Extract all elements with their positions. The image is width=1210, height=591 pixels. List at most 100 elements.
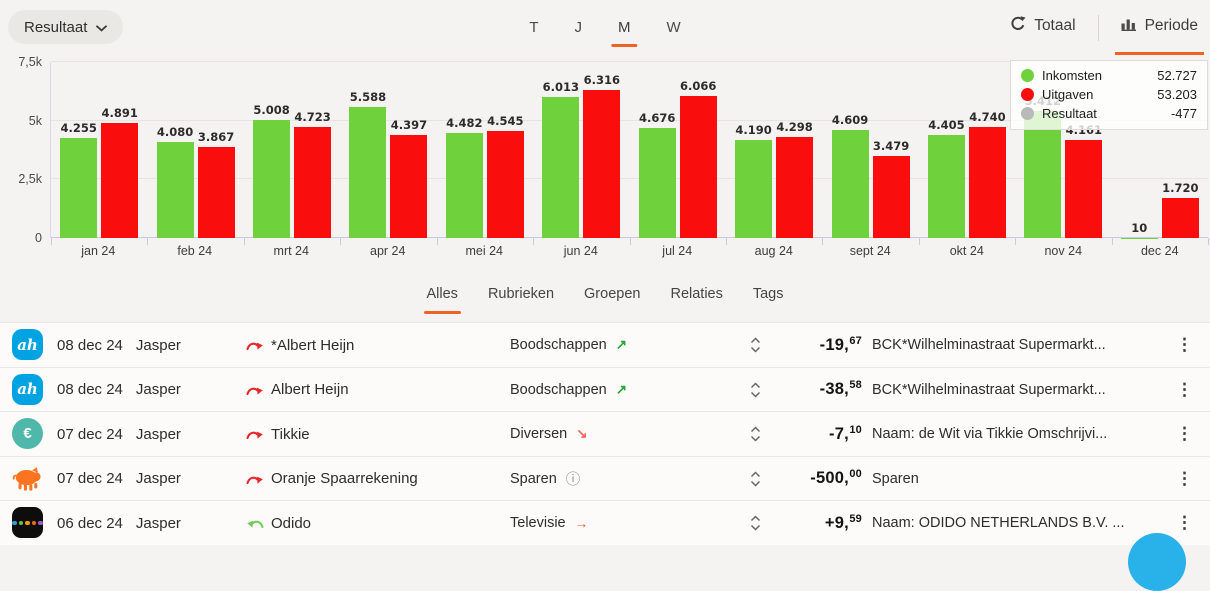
odido-dot <box>25 521 30 526</box>
odido-logo <box>12 507 43 538</box>
category-label[interactable]: Boodschappen <box>510 382 607 398</box>
bar-uitgaven[interactable] <box>390 135 427 238</box>
x-axis-tick <box>1208 238 1209 245</box>
x-axis-category-label: mei 24 <box>436 244 533 262</box>
x-axis-category-label: jan 24 <box>50 244 147 262</box>
tab-relaties[interactable]: Relaties <box>670 286 722 302</box>
bar-inkomsten[interactable] <box>1024 111 1061 238</box>
bar-uitgaven[interactable] <box>294 127 331 238</box>
bar-inkomsten[interactable] <box>928 135 965 238</box>
bar-value-label: 6.316 <box>584 73 620 87</box>
kebab-menu-icon[interactable]: ⋮ <box>1176 412 1194 456</box>
legend-value: -477 <box>1171 106 1197 121</box>
x-axis-category-label: apr 24 <box>340 244 437 262</box>
transaction-amount: +9,59 <box>690 501 862 545</box>
outgoing-arrow-icon <box>246 473 264 491</box>
tab-rubrieken[interactable]: Rubrieken <box>488 286 554 302</box>
period-tab-t[interactable]: T <box>526 17 541 38</box>
account-name: Jasper <box>136 381 181 398</box>
bar-inkomsten[interactable] <box>446 133 483 238</box>
view-toggle: Totaal Periode <box>1004 0 1204 55</box>
category-label[interactable]: Sparen <box>510 471 557 487</box>
amount-units: -7, <box>829 425 849 444</box>
bar-uitgaven[interactable] <box>487 131 524 238</box>
bar-uitgaven[interactable] <box>776 137 813 238</box>
bar-inkomsten[interactable] <box>832 130 869 238</box>
tab-groepen[interactable]: Groepen <box>584 286 640 302</box>
odido-dot <box>19 521 24 526</box>
transaction-description: BCK*Wilhelminastraat Supermarkt... <box>872 323 1170 367</box>
bar-uitgaven[interactable] <box>969 127 1006 238</box>
bar-uitgaven[interactable] <box>198 147 235 238</box>
bar-uitgaven[interactable] <box>101 123 138 238</box>
bar-inkomsten[interactable] <box>253 120 290 238</box>
chat-fab-button[interactable] <box>1128 533 1186 591</box>
bar-value-label: 4.190 <box>735 123 771 137</box>
bar-inkomsten[interactable] <box>639 128 676 238</box>
bar-inkomsten[interactable] <box>735 140 772 238</box>
bar-uitgaven[interactable] <box>873 156 910 238</box>
x-axis-category-label: sept 24 <box>822 244 919 262</box>
tab-tags[interactable]: Tags <box>753 286 784 302</box>
tab-alles[interactable]: Alles <box>427 286 458 302</box>
bar-inkomsten[interactable] <box>542 97 579 238</box>
y-axis-label: 2,5k <box>0 172 42 186</box>
refresh-icon <box>1010 16 1026 37</box>
payee-name[interactable]: Odido <box>271 501 311 545</box>
toggle-divider <box>1098 15 1099 41</box>
info-icon: ⓘ <box>566 468 581 489</box>
amount-units: -19, <box>820 336 849 355</box>
payee-name[interactable]: Tikkie <box>271 412 310 456</box>
bar-uitgaven[interactable] <box>680 96 717 238</box>
bar-value-label: 1.720 <box>1162 181 1198 195</box>
account-name: Jasper <box>136 426 181 443</box>
trend-down-icon: ↘ <box>576 426 587 442</box>
bar-inkomsten[interactable] <box>60 138 97 238</box>
payee-name[interactable]: Albert Heijn <box>271 368 349 412</box>
payee-name[interactable]: Oranje Spaarrekening <box>271 457 418 501</box>
bar-value-label: 6.066 <box>680 79 716 93</box>
bar-value-label: 4.298 <box>776 120 812 134</box>
metric-dropdown[interactable]: Resultaat <box>8 10 123 44</box>
bar-value-label: 4.723 <box>294 110 330 124</box>
period-tab-w[interactable]: W <box>664 17 684 38</box>
transaction-description: Naam: de Wit via Tikkie Omschrijvi... <box>872 412 1170 456</box>
kebab-menu-icon[interactable]: ⋮ <box>1176 457 1194 501</box>
bar-uitgaven[interactable] <box>1065 140 1102 238</box>
transaction-description: Sparen <box>872 457 1170 501</box>
transaction-date: 06 dec 24 <box>57 515 123 532</box>
transaction-description: BCK*Wilhelminastraat Supermarkt... <box>872 368 1170 412</box>
transaction-description: Naam: ODIDO NETHERLANDS B.V. ... <box>872 501 1170 545</box>
bar-uitgaven[interactable] <box>1162 198 1199 238</box>
trend-up-icon: ↗ <box>616 337 627 353</box>
periode-button[interactable]: Periode <box>1115 0 1204 55</box>
payee-name[interactable]: *Albert Heijn <box>271 323 354 367</box>
outgoing-arrow-icon <box>246 339 264 357</box>
bar-inkomsten[interactable] <box>349 107 386 238</box>
bar-value-label: 4.676 <box>639 111 675 125</box>
category-label[interactable]: Televisie <box>510 515 566 531</box>
period-tab-m[interactable]: M <box>615 17 634 38</box>
category-label[interactable]: Boodschappen <box>510 337 607 353</box>
bar-uitgaven[interactable] <box>583 90 620 238</box>
category-label[interactable]: Diversen <box>510 426 567 442</box>
kebab-menu-icon[interactable]: ⋮ <box>1176 368 1194 412</box>
transaction-amount: -7,10 <box>690 412 862 456</box>
period-tab-j[interactable]: J <box>572 17 586 38</box>
totaal-button[interactable]: Totaal <box>1004 0 1081 55</box>
kebab-menu-icon[interactable]: ⋮ <box>1176 323 1194 367</box>
bar-inkomsten[interactable] <box>157 142 194 238</box>
kebab-menu-icon[interactable]: ⋮ <box>1176 501 1194 545</box>
account-name: Jasper <box>136 470 181 487</box>
amount-cents: 10 <box>849 424 862 436</box>
